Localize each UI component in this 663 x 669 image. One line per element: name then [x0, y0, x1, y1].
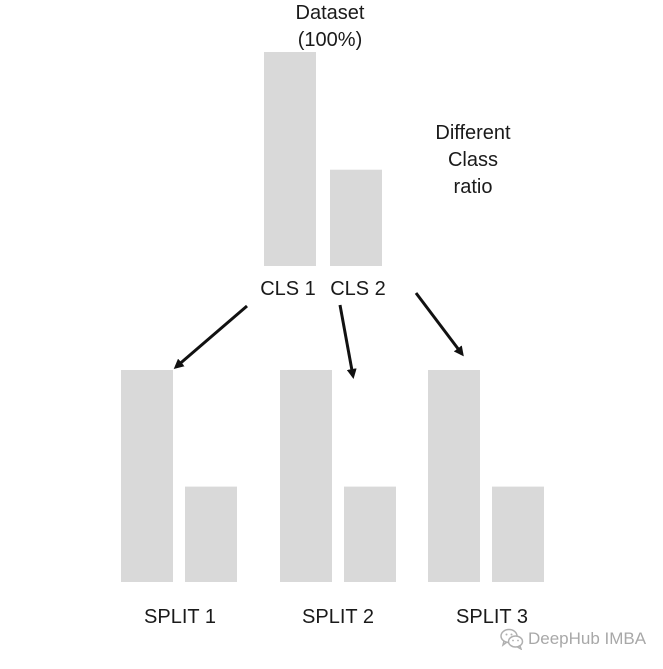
- bar-split-3-cls-1: [428, 370, 480, 582]
- note-line-2: Class: [447, 149, 498, 171]
- arrow-to-split-3: [414, 292, 464, 357]
- bar-split-1-cls-2: [185, 486, 237, 582]
- arrow-to-split-1: [173, 304, 248, 369]
- class-label-cls-1: CLS 1: [260, 278, 316, 300]
- bar-split-2-cls-2: [344, 486, 396, 582]
- split-label-2: SPLIT 2: [302, 606, 374, 628]
- bar-dataset-cls-2: [330, 169, 382, 266]
- wechat-icon: [500, 628, 524, 650]
- bar-group: [121, 52, 544, 582]
- split-label-3: SPLIT 3: [456, 606, 528, 628]
- class-label-cls-2: CLS 2: [330, 278, 386, 300]
- watermark-text: DeepHub IMBA: [528, 629, 647, 648]
- bar-split-1-cls-1: [121, 370, 173, 582]
- bar-split-3-cls-2: [492, 486, 544, 582]
- dataset-title: Dataset (100%): [250, 0, 410, 54]
- note-line-1: Different: [435, 122, 511, 144]
- arrows: [173, 292, 464, 379]
- split-label-1: SPLIT 1: [144, 606, 216, 628]
- bar-split-2-cls-1: [280, 370, 332, 582]
- bar-dataset-cls-1: [264, 52, 316, 266]
- watermark: DeepHub IMBA: [500, 627, 646, 651]
- dataset-title-line-2: (100%): [297, 29, 363, 51]
- class-ratio-note: Different Class ratio: [413, 120, 533, 201]
- note-line-3: ratio: [453, 176, 493, 198]
- dataset-title-line-1: Dataset: [295, 2, 365, 24]
- arrow-to-split-2: [338, 304, 357, 379]
